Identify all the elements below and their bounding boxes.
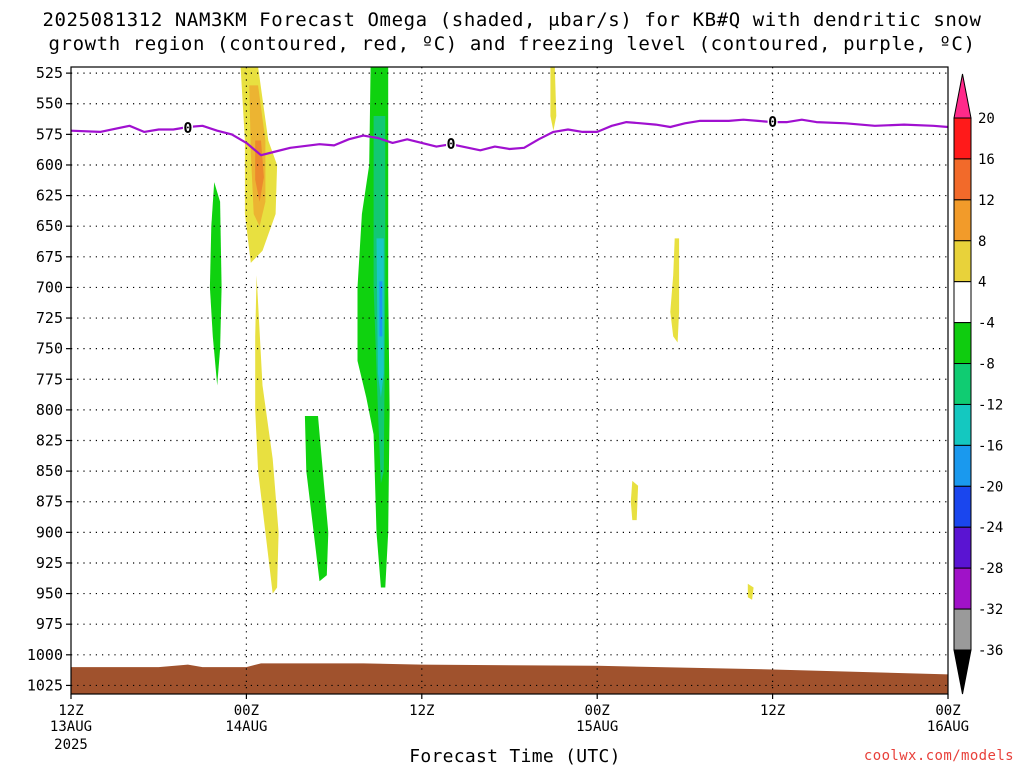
omega-region-5 bbox=[304, 416, 329, 582]
colorbar-label-5: -4 bbox=[978, 316, 995, 332]
chart-title-line1: 2025081312 NAM3KM Forecast Omega (shaded… bbox=[42, 9, 982, 31]
ytick-label-1025: 1025 bbox=[27, 676, 63, 694]
credit-link[interactable]: coolwx.com/models bbox=[863, 748, 1014, 764]
colorbar-swatch-7 bbox=[953, 403, 972, 446]
omega-region-10 bbox=[550, 67, 557, 131]
xtick-date-60: 16AUG bbox=[927, 719, 969, 735]
xtick-label-12: 00Z bbox=[234, 703, 259, 719]
colorbar-label-8: -16 bbox=[978, 438, 1003, 454]
colorbar-label-4: 4 bbox=[978, 275, 986, 291]
ytick-label-1000: 1000 bbox=[27, 646, 63, 664]
freezing-level-label-2: 0 bbox=[768, 113, 777, 131]
colorbar-label-7: -12 bbox=[978, 397, 1003, 413]
ytick-label-925: 925 bbox=[36, 554, 63, 572]
omega-region-13 bbox=[747, 583, 754, 600]
colorbar: 20 16 12 8 4 -4 -8 -12 -16 -20 -24 -28 -32 -36 bbox=[953, 73, 1003, 695]
omega-region-11 bbox=[670, 238, 680, 343]
ytick-label-575: 575 bbox=[36, 125, 63, 143]
ytick-label-750: 750 bbox=[36, 340, 63, 358]
freezing-label-bg-2 bbox=[767, 115, 778, 129]
colorbar-top-arrow bbox=[953, 73, 972, 119]
colorbar-swatch-1 bbox=[953, 158, 972, 201]
colorbar-swatch-2 bbox=[953, 199, 972, 242]
colorbar-label-1: 16 bbox=[978, 152, 995, 168]
colorbar-swatch-8 bbox=[953, 444, 972, 487]
terrain-fill bbox=[71, 663, 948, 694]
chart-title-line2: growth region (contoured, red, ºC) and f… bbox=[48, 33, 976, 55]
freezing-level-label-1: 0 bbox=[447, 135, 456, 153]
xtick-label-24: 12Z bbox=[409, 703, 434, 719]
ytick-label-625: 625 bbox=[36, 187, 63, 205]
colorbar-label-12: -32 bbox=[978, 602, 1003, 618]
ytick-label-700: 700 bbox=[36, 278, 63, 296]
xtick-date-12: 14AUG bbox=[225, 719, 267, 735]
freezing-level-label-0: 0 bbox=[183, 119, 192, 137]
colorbar-swatch-6 bbox=[953, 363, 972, 405]
ytick-label-675: 675 bbox=[36, 248, 63, 266]
axes-layer: 525 550 575 600 625 650 675 700 725 750 775 800 825 8… bbox=[27, 64, 969, 753]
colorbar-swatch-0 bbox=[953, 117, 972, 160]
colorbar-label-13: -36 bbox=[978, 643, 1003, 659]
terrain-layer bbox=[71, 663, 948, 694]
colorbar-label-11: -28 bbox=[978, 561, 1003, 577]
omega-region-12 bbox=[630, 480, 639, 521]
xtick-label-0: 12Z bbox=[58, 703, 83, 719]
xtick-label-60: 00Z bbox=[935, 703, 960, 719]
colorbar-bottom-arrow bbox=[953, 649, 972, 695]
freezing-level-line bbox=[70, 118, 949, 157]
ytick-label-550: 550 bbox=[36, 95, 63, 113]
omega-region-3 bbox=[255, 275, 279, 594]
ytick-label-825: 825 bbox=[36, 432, 63, 450]
colorbar-swatch-12 bbox=[953, 608, 972, 651]
colorbar-label-3: 8 bbox=[978, 234, 986, 250]
ytick-label-850: 850 bbox=[36, 462, 63, 480]
colorbar-label-6: -8 bbox=[978, 357, 995, 373]
plot-frame bbox=[70, 66, 949, 695]
ytick-label-600: 600 bbox=[36, 156, 63, 174]
ytick-label-725: 725 bbox=[36, 309, 63, 327]
colorbar-label-10: -24 bbox=[978, 520, 1003, 536]
colorbar-swatch-9 bbox=[953, 485, 972, 528]
omega-region-4 bbox=[209, 182, 222, 386]
colorbar-swatch-5 bbox=[953, 322, 972, 365]
colorbar-swatch-4 bbox=[953, 281, 972, 324]
grid-layer bbox=[71, 67, 948, 694]
freezing-label-bg-0 bbox=[182, 121, 193, 135]
ytick-label-800: 800 bbox=[36, 401, 63, 419]
x-axis-label: Forecast Time (UTC) bbox=[409, 746, 621, 767]
ytick-label-525: 525 bbox=[36, 64, 63, 82]
ytick-label-975: 975 bbox=[36, 615, 63, 633]
freezing-label-bg-1 bbox=[446, 137, 457, 151]
colorbar-swatch-10 bbox=[953, 526, 972, 569]
colorbar-label-9: -20 bbox=[978, 479, 1003, 495]
ytick-label-775: 775 bbox=[36, 370, 63, 388]
colorbar-swatch-3 bbox=[953, 240, 972, 283]
xtick-date-0: 13AUG bbox=[50, 719, 92, 735]
omega-shading-layer bbox=[209, 67, 754, 600]
omega-region-9 bbox=[379, 281, 383, 337]
colorbar-label-0: 20 bbox=[978, 111, 995, 127]
ytick-label-900: 900 bbox=[36, 523, 63, 541]
xtick-year-0: 2025 bbox=[54, 737, 88, 753]
colorbar-label-2: 12 bbox=[978, 193, 995, 209]
freezing-level-layer: 0 0 0 bbox=[70, 113, 949, 157]
ytick-label-875: 875 bbox=[36, 493, 63, 511]
xtick-label-36: 00Z bbox=[585, 703, 610, 719]
xtick-date-36: 15AUG bbox=[576, 719, 618, 735]
ytick-label-650: 650 bbox=[36, 217, 63, 235]
colorbar-swatch-11 bbox=[953, 567, 972, 610]
ytick-label-950: 950 bbox=[36, 585, 63, 603]
xtick-label-48: 12Z bbox=[760, 703, 785, 719]
